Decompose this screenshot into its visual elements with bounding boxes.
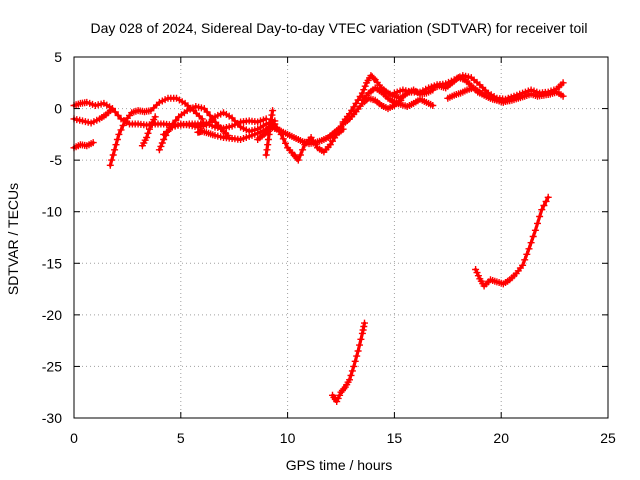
y-tick-label: -20 bbox=[42, 307, 62, 323]
series-trace-18 bbox=[329, 319, 368, 405]
series-point-markers bbox=[194, 121, 277, 143]
series-point-markers bbox=[329, 319, 368, 405]
axis-ticks bbox=[73, 56, 609, 419]
x-tick-label: 25 bbox=[600, 430, 616, 446]
y-tick-label: -25 bbox=[42, 358, 62, 374]
x-tick-labels: 0 5 10 15 20 25 bbox=[70, 430, 616, 446]
y-tick-label: 0 bbox=[54, 101, 62, 117]
series-point-markers bbox=[160, 109, 279, 138]
x-tick-label: 15 bbox=[387, 430, 403, 446]
series-trace-5 bbox=[138, 113, 159, 150]
chart-title: Day 028 of 2024, Sidereal Day-to-day VTE… bbox=[91, 20, 588, 36]
y-tick-label: -5 bbox=[50, 152, 63, 168]
series-trace-7 bbox=[160, 109, 279, 138]
x-axis-title: GPS time / hours bbox=[286, 457, 393, 473]
plot-frame bbox=[73, 56, 609, 419]
series-trace-8 bbox=[194, 121, 277, 143]
y-tick-label: 5 bbox=[54, 49, 62, 65]
x-tick-label: 5 bbox=[177, 430, 185, 446]
series-point-markers bbox=[472, 193, 552, 290]
series-point-markers bbox=[106, 94, 206, 169]
y-axis-title: SDTVAR / TECUs bbox=[5, 183, 21, 295]
series-point-markers bbox=[444, 84, 567, 105]
series-point-markers bbox=[358, 84, 437, 110]
series-trace-19 bbox=[472, 193, 552, 290]
series-trace-14 bbox=[358, 84, 437, 110]
series-trace-3 bbox=[70, 105, 116, 127]
series-trace-4 bbox=[106, 94, 206, 169]
series-point-markers bbox=[138, 113, 159, 150]
y-tick-label: -15 bbox=[42, 255, 62, 271]
y-tick-label: -10 bbox=[42, 204, 62, 220]
x-tick-label: 0 bbox=[70, 430, 78, 446]
grid-lines bbox=[74, 57, 608, 418]
data-series bbox=[70, 72, 567, 405]
x-tick-label: 20 bbox=[493, 430, 509, 446]
x-tick-label: 10 bbox=[280, 430, 296, 446]
series-trace-10 bbox=[262, 107, 277, 159]
series-line bbox=[474, 195, 550, 288]
y-tick-labels: 5 0 -5 -10 -15 -20 -25 -30 bbox=[42, 49, 62, 426]
series-line bbox=[330, 321, 367, 404]
y-tick-label: -30 bbox=[42, 410, 62, 426]
series-trace-17 bbox=[444, 84, 567, 105]
